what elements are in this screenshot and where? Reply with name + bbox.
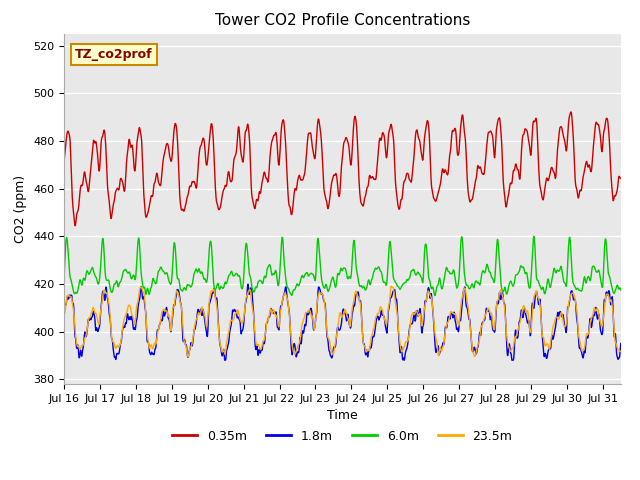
1.8m: [617, 341, 625, 347]
23.5m: [601, 303, 609, 309]
6.0m: [116, 280, 124, 286]
Title: Tower CO2 Profile Concentrations: Tower CO2 Profile Concentrations: [214, 13, 470, 28]
23.5m: [184, 354, 192, 360]
1.8m: [60, 303, 68, 309]
23.5m: [526, 330, 534, 336]
1.8m: [508, 357, 516, 363]
1.8m: [244, 281, 252, 287]
6.0m: [431, 293, 439, 299]
1.8m: [104, 297, 112, 302]
1.8m: [221, 357, 228, 363]
6.0m: [526, 285, 534, 291]
1.8m: [601, 297, 609, 303]
Text: TZ_co2prof: TZ_co2prof: [75, 48, 153, 61]
6.0m: [104, 277, 112, 283]
X-axis label: Time: Time: [327, 409, 358, 422]
0.35m: [617, 176, 625, 181]
6.0m: [508, 280, 515, 286]
6.0m: [530, 233, 538, 239]
0.35m: [104, 190, 112, 196]
23.5m: [508, 346, 516, 352]
Legend: 0.35m, 1.8m, 6.0m, 23.5m: 0.35m, 1.8m, 6.0m, 23.5m: [167, 425, 518, 448]
23.5m: [60, 312, 68, 318]
6.0m: [601, 243, 609, 249]
6.0m: [617, 287, 625, 293]
0.35m: [567, 109, 575, 115]
0.35m: [71, 223, 79, 228]
Line: 1.8m: 1.8m: [64, 284, 621, 360]
6.0m: [269, 271, 277, 277]
1.8m: [116, 346, 124, 352]
0.35m: [508, 181, 515, 187]
0.35m: [269, 133, 277, 139]
Line: 6.0m: 6.0m: [64, 236, 621, 296]
Y-axis label: CO2 (ppm): CO2 (ppm): [15, 175, 28, 243]
0.35m: [60, 157, 68, 163]
0.35m: [116, 178, 124, 184]
1.8m: [526, 333, 534, 338]
6.0m: [60, 274, 68, 279]
23.5m: [388, 283, 396, 289]
Line: 23.5m: 23.5m: [64, 286, 621, 357]
23.5m: [617, 348, 625, 354]
23.5m: [269, 307, 277, 313]
Line: 0.35m: 0.35m: [64, 112, 621, 226]
1.8m: [270, 310, 278, 316]
23.5m: [116, 343, 124, 348]
0.35m: [601, 126, 609, 132]
0.35m: [526, 146, 534, 152]
23.5m: [104, 294, 112, 300]
